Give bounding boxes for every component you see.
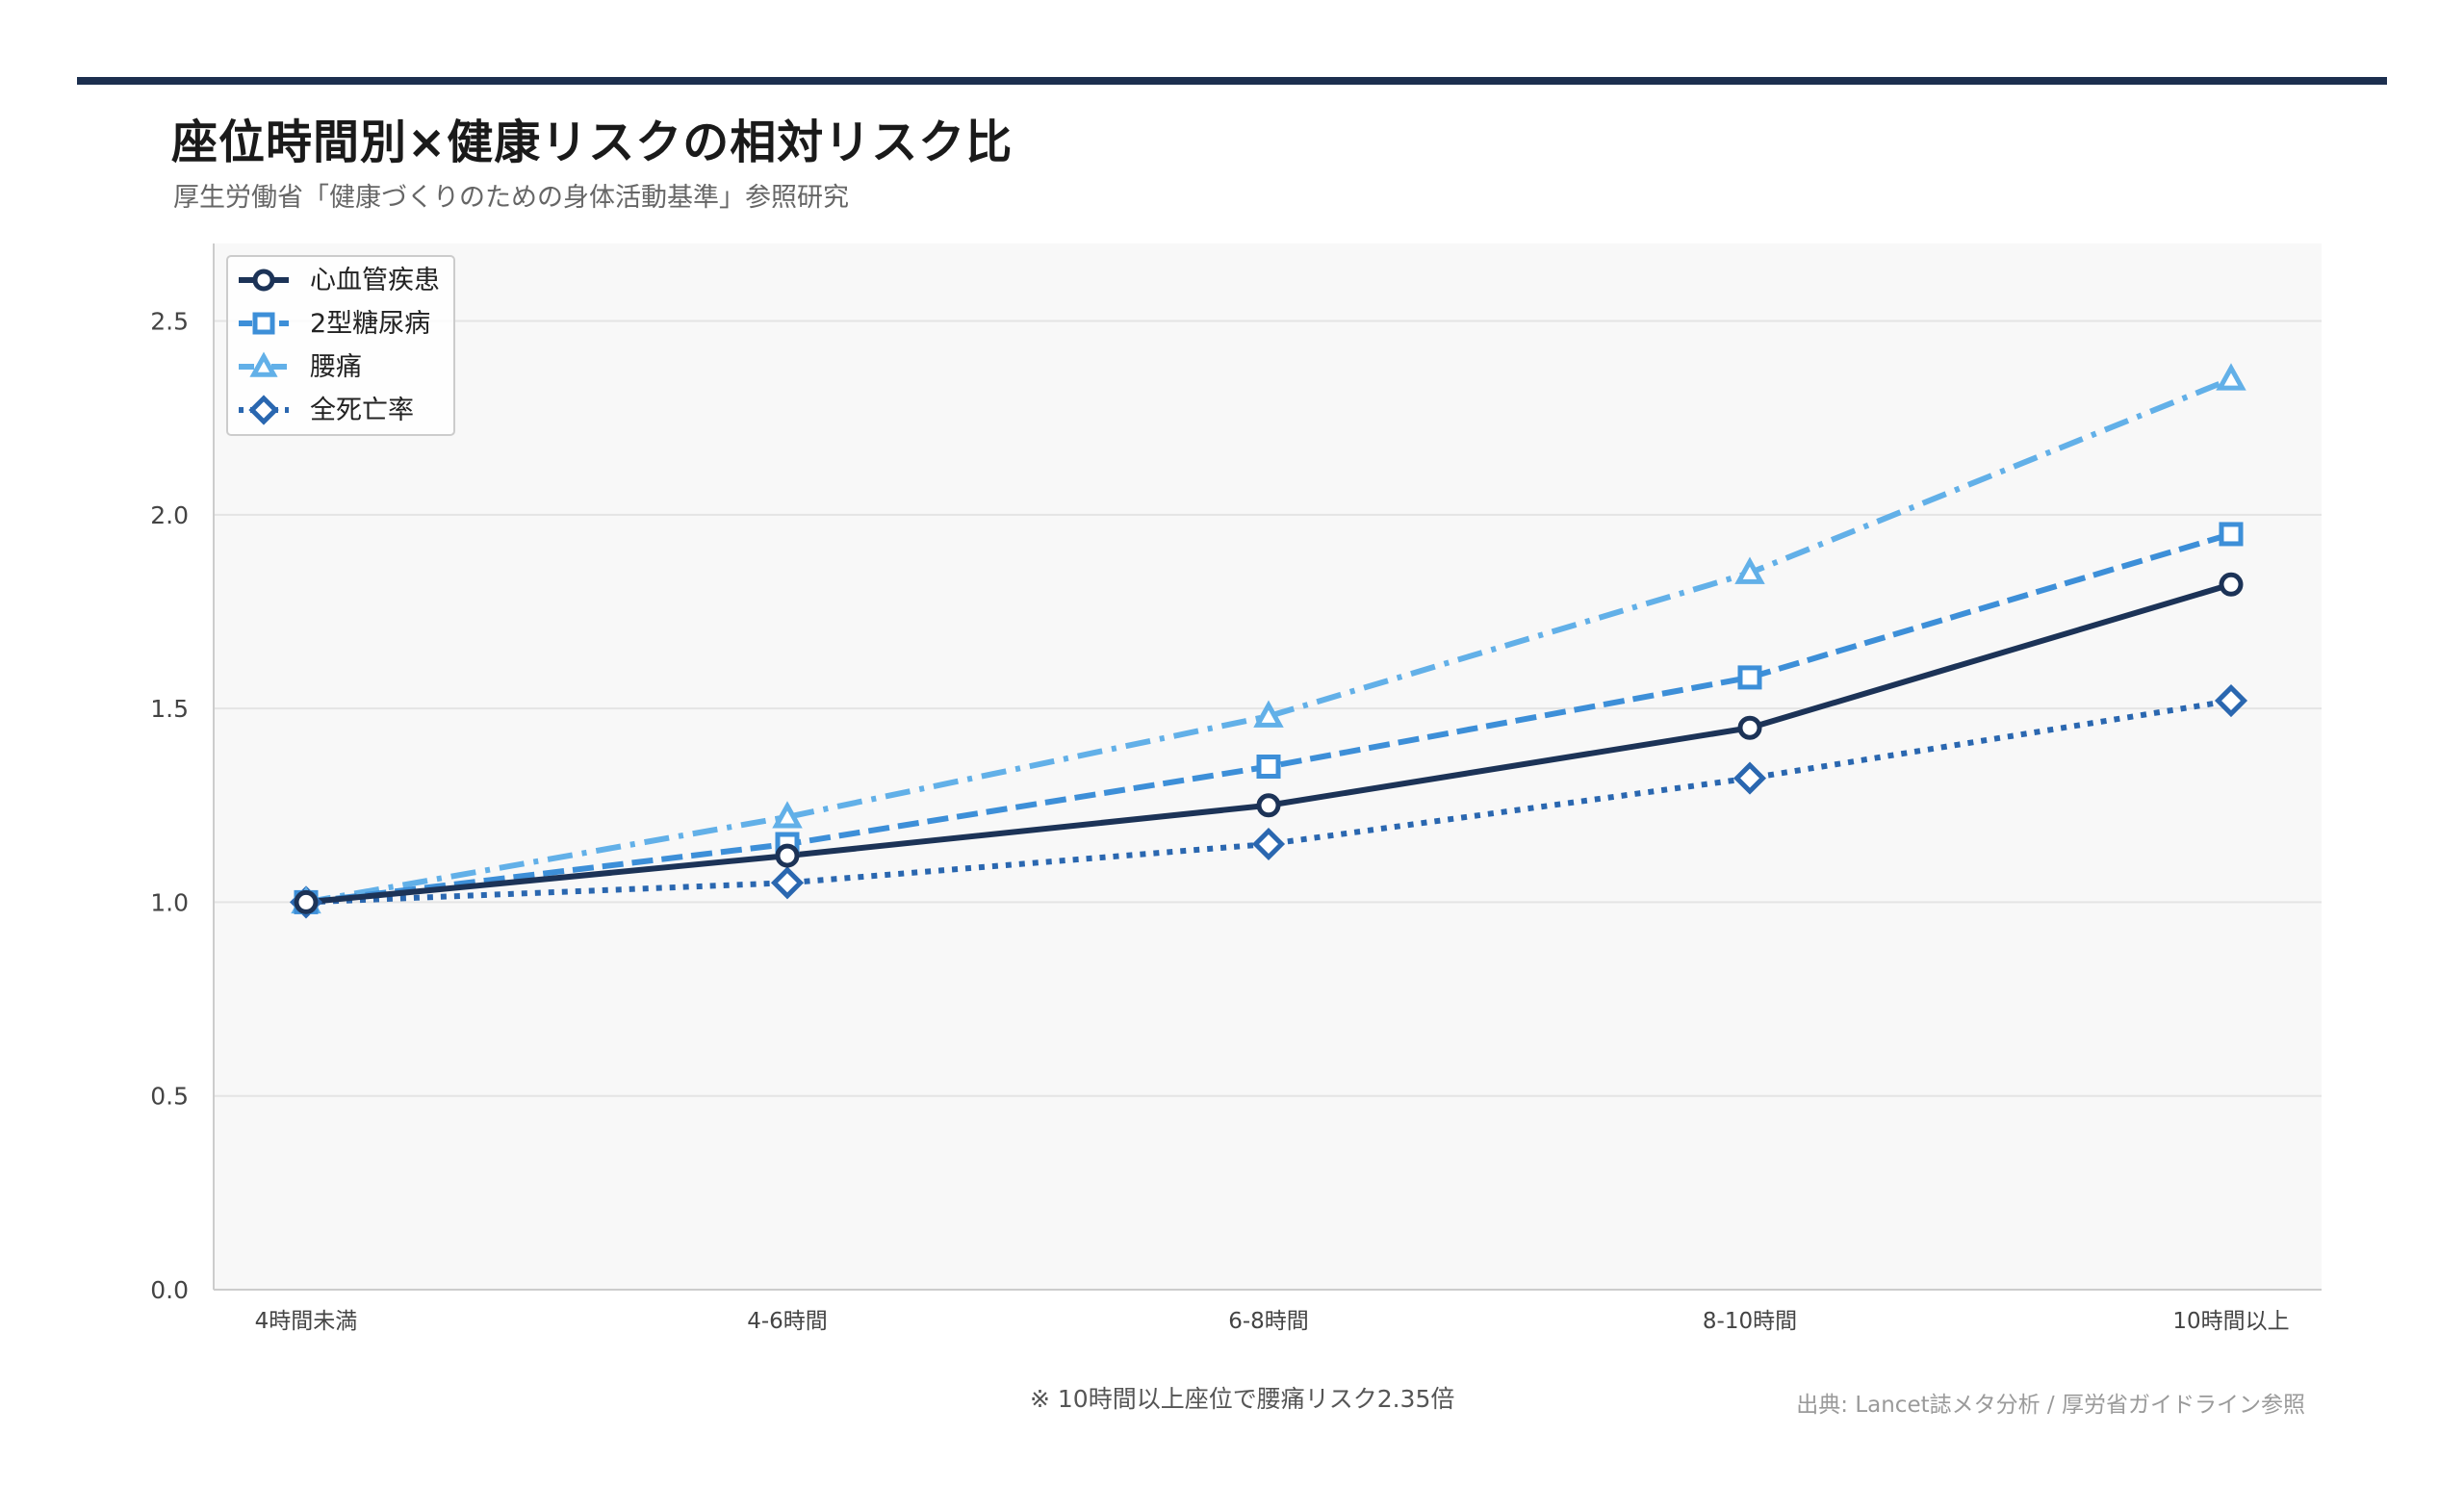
legend-marker bbox=[248, 395, 279, 425]
x-tick-label: 6-8時間 bbox=[1228, 1309, 1309, 1334]
data-point bbox=[1256, 793, 1281, 818]
y-tick-label: 2.5 bbox=[150, 308, 189, 336]
y-tick-label: 1.0 bbox=[150, 888, 189, 916]
chart-source: 出典: Lancet誌メタ分析 / 厚労省ガイドライン参照 bbox=[1796, 1393, 2305, 1418]
data-point bbox=[775, 843, 800, 868]
legend-label: 2型糖尿病 bbox=[310, 309, 430, 339]
top-rule bbox=[77, 77, 2387, 85]
data-point bbox=[1737, 715, 1762, 740]
x-tick-label: 10時間以上 bbox=[2172, 1309, 2289, 1334]
data-point bbox=[770, 866, 805, 900]
data-point bbox=[1251, 827, 1286, 861]
data-point bbox=[2219, 522, 2244, 547]
data-point bbox=[2219, 572, 2244, 597]
y-tick-label: 2.0 bbox=[150, 501, 189, 529]
data-point bbox=[1737, 665, 1762, 690]
y-tick-label: 0.0 bbox=[150, 1276, 189, 1304]
data-point bbox=[2216, 363, 2246, 391]
chart-subtitle: 厚生労働省「健康づくりのための身体活動基準」参照研究 bbox=[173, 183, 849, 213]
x-tick-label: 8-10時間 bbox=[1703, 1309, 1797, 1334]
legend-marker bbox=[249, 351, 278, 377]
data-point bbox=[1253, 700, 1284, 728]
series-line bbox=[305, 376, 2233, 906]
legend-box bbox=[226, 255, 455, 436]
data-point bbox=[1734, 556, 1765, 584]
x-tick-label: 4時間未満 bbox=[255, 1309, 358, 1334]
data-point bbox=[772, 801, 803, 829]
y-tick-label: 0.5 bbox=[150, 1083, 189, 1111]
x-tick-label: 4-6時間 bbox=[747, 1309, 828, 1334]
data-point bbox=[1256, 755, 1281, 779]
chart-footnote: ※ 10時間以上座位で腰痛リスク2.35倍 bbox=[1030, 1385, 1455, 1413]
y-tick-label: 1.5 bbox=[150, 695, 189, 723]
legend-label: 全死亡率 bbox=[310, 396, 414, 425]
data-point bbox=[1732, 761, 1767, 795]
data-point bbox=[294, 889, 319, 914]
legend-label: 腰痛 bbox=[310, 352, 362, 382]
legend-marker bbox=[252, 312, 275, 335]
legend-marker bbox=[252, 269, 275, 292]
data-point bbox=[2214, 684, 2248, 718]
chart-title: 座位時間別×健康リスクの相対リスク比 bbox=[171, 115, 1014, 169]
legend-label: 心血管疾患 bbox=[310, 266, 440, 295]
